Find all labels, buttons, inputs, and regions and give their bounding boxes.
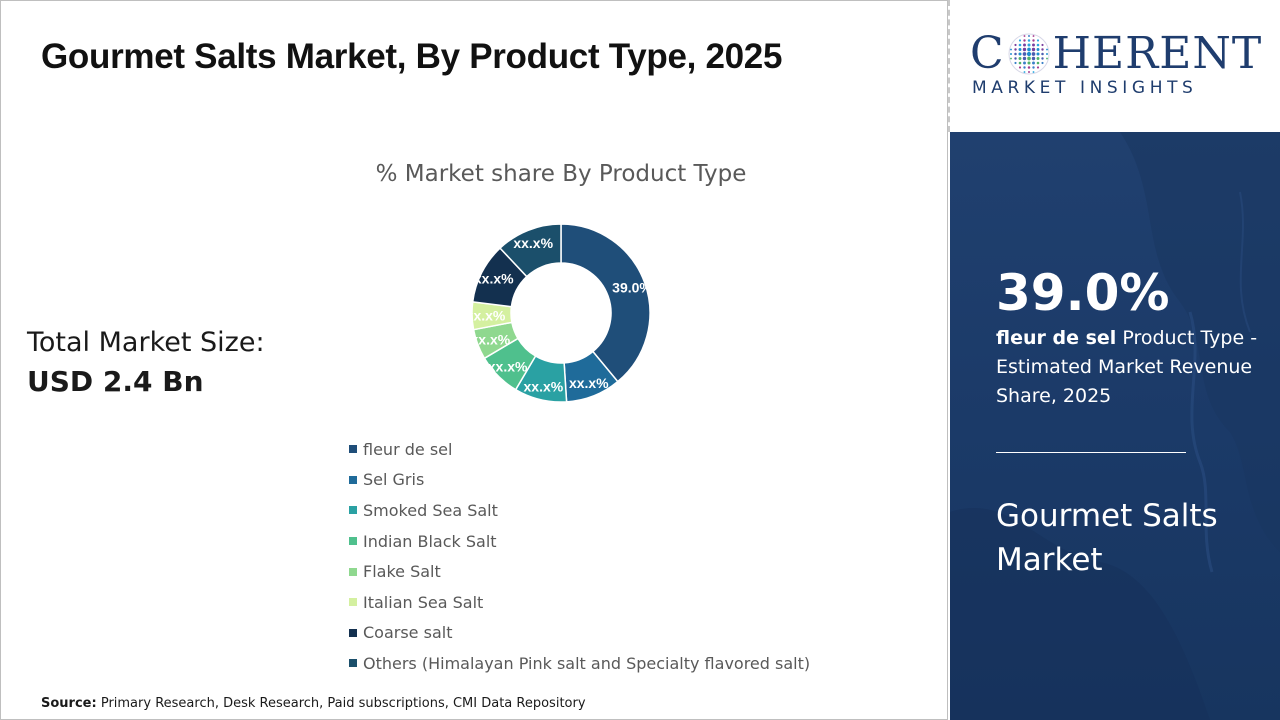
summary-panel: C HERENT MARKET INSIGHTS 39.0% bbox=[950, 0, 1280, 720]
donut-slice bbox=[499, 223, 562, 278]
logo-wordmark: C HERENT bbox=[970, 30, 1262, 78]
market-name: Gourmet Salts Market bbox=[996, 498, 1218, 578]
slice-data-label: xx.x% bbox=[466, 307, 506, 323]
legend-label: Sel Gris bbox=[363, 470, 425, 490]
slice-data-label: xx.x% bbox=[488, 358, 528, 374]
legend-item: Indian Black Salt bbox=[349, 526, 810, 557]
total-market-size-value: USD 2.4 Bn bbox=[27, 365, 204, 398]
legend-item: Coarse salt bbox=[349, 618, 810, 649]
map-background bbox=[950, 132, 1280, 720]
legend-swatch bbox=[349, 506, 357, 515]
legend-label: Others (Himalayan Pink salt and Specialt… bbox=[363, 653, 811, 673]
highlight-description: fleur de sel Product Type - Estimated Ma… bbox=[996, 324, 1266, 411]
highlight-desc-text: Product Type - Estimated Market Revenue … bbox=[996, 327, 1258, 407]
slice-data-label: xx.x% bbox=[524, 378, 564, 394]
highlight-card: 39.0% fleur de sel Product Type - Estima… bbox=[950, 132, 1280, 720]
legend-item: Smoked Sea Salt bbox=[349, 495, 810, 526]
legend-label: fleur de sel bbox=[363, 439, 453, 459]
donut-slice bbox=[560, 223, 651, 383]
legend-label: Flake Salt bbox=[363, 562, 441, 582]
legend-swatch bbox=[349, 628, 357, 637]
logo-letters-rest: HERENT bbox=[1052, 28, 1263, 79]
highlight-percentage: 39.0% bbox=[996, 264, 1170, 322]
legend-item: Sel Gris bbox=[349, 465, 810, 496]
legend-swatch bbox=[349, 598, 357, 607]
legend-item: fleur de sel bbox=[349, 434, 810, 465]
legend-label: Indian Black Salt bbox=[363, 531, 497, 551]
logo-tagline: MARKET INSIGHTS bbox=[972, 78, 1198, 98]
legend-swatch bbox=[349, 659, 357, 668]
source-text: Primary Research, Desk Research, Paid su… bbox=[100, 696, 586, 711]
slice-data-label: xx.x% bbox=[471, 332, 511, 348]
source-note: Source: Primary Research, Desk Research,… bbox=[41, 696, 586, 711]
slice-data-label: xx.x% bbox=[569, 375, 609, 391]
legend-item: Others (Himalayan Pink salt and Specialt… bbox=[349, 648, 810, 679]
legend-item: Italian Sea Salt bbox=[349, 587, 810, 618]
legend-swatch bbox=[349, 445, 357, 454]
legend-item: Flake Salt bbox=[349, 556, 810, 587]
divider bbox=[948, 0, 950, 132]
legend-swatch bbox=[349, 475, 357, 484]
highlight-segment: fleur de sel bbox=[996, 327, 1117, 349]
chart-title: % Market share By Product Type bbox=[375, 161, 747, 187]
logo-letter-c: C bbox=[970, 28, 1005, 79]
legend-swatch bbox=[349, 567, 357, 576]
slice-data-label: xx.x% bbox=[474, 271, 514, 287]
total-market-size-label: Total Market Size: bbox=[27, 327, 265, 358]
globe-icon bbox=[1008, 33, 1050, 75]
chart-panel: Gourmet Salts Market, By Product Type, 2… bbox=[0, 0, 948, 720]
donut-chart: 39.0% xx.x% xx.x% xx.x% xx.x% xx.x% xx.x% xx.x% bbox=[466, 223, 652, 403]
slice-data-label: xx.x% bbox=[513, 235, 553, 251]
separator-line bbox=[996, 452, 1186, 453]
company-logo: C HERENT MARKET INSIGHTS bbox=[950, 0, 1280, 132]
legend-swatch bbox=[349, 537, 357, 546]
chart-legend: fleur de sel Sel Gris Smoked Sea Salt India… bbox=[349, 434, 810, 679]
legend-label: Italian Sea Salt bbox=[363, 592, 484, 612]
slice-data-label: 39.0% bbox=[612, 279, 652, 295]
legend-label: Coarse salt bbox=[363, 623, 453, 643]
page-title: Gourmet Salts Market, By Product Type, 2… bbox=[41, 37, 783, 76]
legend-label: Smoked Sea Salt bbox=[363, 500, 498, 520]
source-label: Source: bbox=[41, 696, 97, 711]
